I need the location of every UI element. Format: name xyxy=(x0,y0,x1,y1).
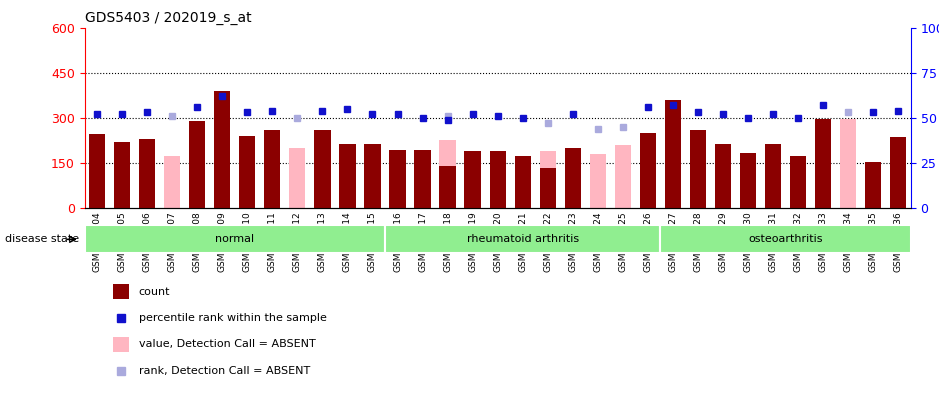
Bar xyxy=(865,162,882,208)
Text: osteoarthritis: osteoarthritis xyxy=(748,234,823,244)
Bar xyxy=(439,166,455,208)
Bar xyxy=(615,145,631,208)
Bar xyxy=(564,148,581,208)
Bar xyxy=(765,143,781,208)
Bar xyxy=(264,130,281,208)
Bar xyxy=(489,151,506,208)
Bar xyxy=(114,142,131,208)
Bar xyxy=(289,148,305,208)
Bar xyxy=(89,134,105,208)
Bar xyxy=(113,284,130,299)
Bar xyxy=(840,119,856,208)
Bar xyxy=(139,139,155,208)
Bar xyxy=(385,225,660,253)
Bar xyxy=(164,156,180,208)
Bar xyxy=(390,149,406,208)
Bar xyxy=(239,136,255,208)
Text: rheumatoid arthritis: rheumatoid arthritis xyxy=(467,234,578,244)
Bar xyxy=(439,140,455,208)
Bar xyxy=(113,337,130,352)
Bar xyxy=(515,156,531,208)
Bar xyxy=(189,121,206,208)
Bar xyxy=(790,156,807,208)
Bar xyxy=(540,151,556,208)
Bar xyxy=(890,138,906,208)
Bar xyxy=(639,133,656,208)
Text: normal: normal xyxy=(215,234,254,244)
Bar xyxy=(315,130,331,208)
Text: percentile rank within the sample: percentile rank within the sample xyxy=(139,313,327,323)
Bar xyxy=(690,130,706,208)
Bar xyxy=(339,143,356,208)
Bar xyxy=(465,151,481,208)
Bar xyxy=(740,152,756,208)
Bar xyxy=(364,143,380,208)
Text: GDS5403 / 202019_s_at: GDS5403 / 202019_s_at xyxy=(85,11,251,25)
Bar xyxy=(665,100,681,208)
Bar xyxy=(715,143,731,208)
Bar xyxy=(590,154,606,208)
Text: value, Detection Call = ABSENT: value, Detection Call = ABSENT xyxy=(139,340,316,349)
Bar xyxy=(85,225,385,253)
Text: count: count xyxy=(139,286,170,297)
Bar xyxy=(815,119,831,208)
Bar xyxy=(540,167,556,208)
Bar xyxy=(414,149,431,208)
Bar xyxy=(660,225,911,253)
Text: disease state: disease state xyxy=(5,234,79,244)
Bar xyxy=(214,91,230,208)
Text: rank, Detection Call = ABSENT: rank, Detection Call = ABSENT xyxy=(139,366,310,376)
